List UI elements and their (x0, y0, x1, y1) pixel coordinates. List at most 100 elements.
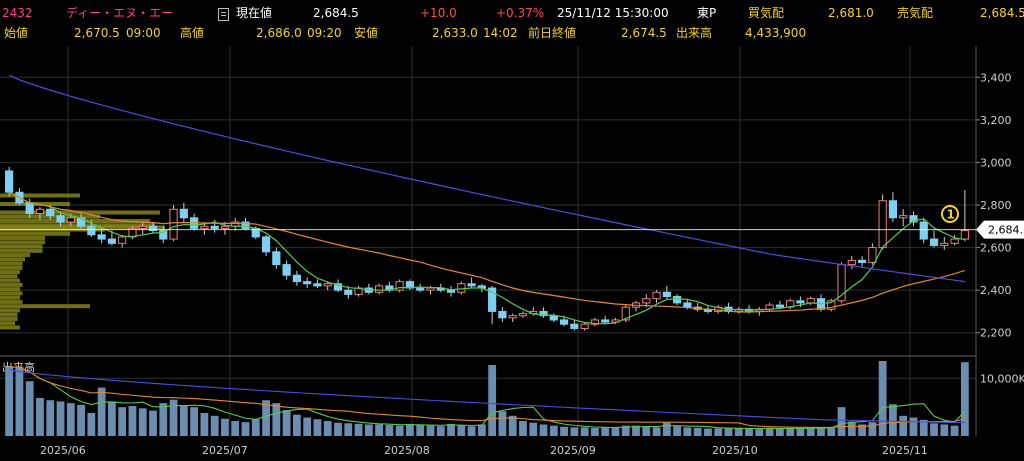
candle-body (333, 283, 343, 291)
price-tick-label: 3,200 (980, 114, 1012, 127)
candle-body (642, 298, 651, 304)
volume-bar (56, 401, 65, 436)
volume-bar (817, 427, 825, 436)
volume-profile-bar (0, 248, 43, 253)
volume-bar (734, 428, 743, 436)
volume-bar (354, 423, 363, 436)
volume-bar (313, 419, 322, 436)
stock-name[interactable]: ディー・エヌ・エー (66, 6, 174, 20)
volume-bar (878, 361, 887, 436)
volume-profile-bar (0, 295, 20, 300)
candle-body (118, 236, 127, 244)
bid-value: 2,681.0 (828, 6, 874, 20)
volume-profile-bar (0, 257, 25, 262)
candle-body (210, 225, 219, 229)
volume-bar (25, 381, 34, 436)
volume-bar (950, 425, 959, 436)
candle-body (549, 315, 558, 321)
volume-bar (529, 422, 538, 436)
candle-body (518, 313, 528, 317)
volume-bar (662, 422, 671, 436)
price-tick-label: 2,200 (980, 327, 1012, 340)
price-change: +10.0 (420, 6, 457, 20)
candle-body (878, 200, 887, 249)
candle-body (261, 236, 271, 253)
quote-datetime: 25/11/12 15:30:00 (557, 6, 669, 20)
volume-bar (97, 387, 106, 436)
volume-bar (837, 407, 846, 436)
volume-bar (87, 412, 96, 436)
low-value: 2,633.0 (432, 26, 478, 40)
volume-bar (714, 428, 723, 436)
candle-body (868, 247, 877, 263)
volume-bar (364, 424, 373, 436)
volume-bar (508, 415, 517, 436)
volume-profile-bar (0, 261, 23, 266)
volume-ma-long (9, 369, 965, 424)
volume-profile-bar (0, 316, 18, 321)
price-change-pct: +0.37% (496, 6, 545, 20)
volume-bar (210, 415, 219, 436)
volume-profile-bar (0, 308, 20, 313)
volume-bar (858, 424, 867, 436)
candle-body (929, 238, 939, 246)
volume-ma-mid (9, 366, 965, 429)
price-tick-label: 2,800 (980, 199, 1012, 212)
event-marker-icon (941, 205, 959, 223)
candle-body (488, 287, 497, 312)
volume-bar (847, 421, 856, 436)
volume-bar (930, 423, 938, 436)
candle-body (662, 291, 671, 298)
volume-bar (436, 426, 445, 436)
candle-body (426, 287, 435, 291)
volume-bar (621, 425, 630, 436)
volume-bar (241, 422, 250, 436)
volume-profile-bar (0, 253, 30, 258)
candle-body (323, 283, 332, 287)
candle-body (888, 200, 898, 219)
candle-body (570, 323, 579, 329)
low-time: 14:02 (483, 26, 518, 40)
volume-profile-bar (0, 287, 20, 292)
volume-profile-bar (0, 193, 80, 198)
volume-profile-bar (0, 312, 18, 317)
high-value: 2,686.0 (256, 26, 302, 40)
candle-body (56, 215, 65, 223)
candle-body (950, 238, 959, 244)
volume-bar (632, 425, 640, 436)
candle-body (806, 298, 815, 304)
volume-profile-bar (0, 219, 150, 224)
ask-label: 売気配 (897, 6, 934, 20)
open-value: 2,670.5 (74, 26, 120, 40)
candle-body (847, 259, 856, 266)
stock-chart[interactable]: 3,400 3,200 3,000 2,800 2,600 2,400 2,200 2,684… (0, 46, 1024, 461)
candle-body (241, 221, 250, 229)
volume-bar (601, 427, 610, 436)
volume-profile-bar (0, 270, 20, 275)
volume-bar (796, 428, 805, 436)
volume-bar (416, 425, 425, 436)
x-axis-label: 2025/07 (202, 444, 248, 457)
candle-body (107, 238, 117, 244)
x-axis-label: 2025/08 (384, 444, 430, 457)
candle-body (909, 215, 918, 223)
candle-body (683, 302, 692, 308)
volume-bar (159, 403, 168, 436)
volume-bar (447, 423, 455, 436)
memo-icon[interactable] (218, 8, 229, 21)
volume-profile-bar (0, 299, 23, 304)
candle-body (97, 234, 106, 240)
volume-bar (128, 406, 137, 436)
volume-bar (251, 419, 260, 436)
volume-bar (519, 421, 527, 436)
volume-profile-bar (0, 282, 23, 287)
current-price-label: 現在値 (236, 6, 273, 20)
price-tick-label: 2,600 (980, 242, 1012, 255)
candle-body (899, 215, 908, 219)
volume-ma-short (9, 366, 966, 430)
volume-bar (169, 399, 178, 436)
prev-close-value: 2,674.5 (621, 26, 667, 40)
volume-bar (960, 362, 969, 436)
volume-bar (745, 428, 753, 436)
quote-header-row1: 2432 ディー・エヌ・エー 現在値 2,684.5 +10.0 +0.37% … (0, 3, 1024, 23)
